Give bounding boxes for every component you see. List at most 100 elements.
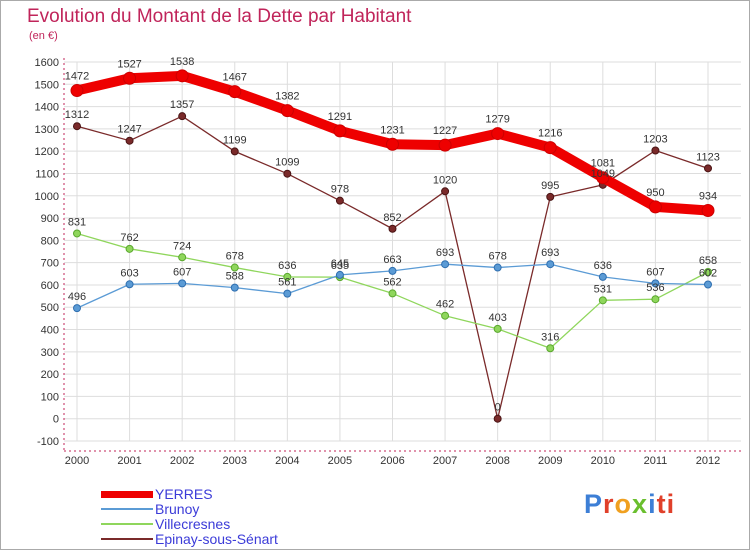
- data-point: [73, 229, 81, 238]
- data-point: [491, 127, 505, 141]
- data-point: [441, 187, 450, 196]
- y-tick-label: 1500: [35, 79, 59, 91]
- data-point: [546, 192, 555, 201]
- data-label: 562: [383, 276, 401, 288]
- logo-letter: i: [648, 489, 657, 519]
- data-label: 636: [594, 260, 612, 272]
- y-tick-label: 200: [41, 369, 59, 381]
- data-point: [493, 263, 502, 272]
- data-label: 636: [278, 260, 296, 272]
- data-label: 1538: [170, 56, 194, 68]
- y-tick-label: 900: [41, 213, 59, 225]
- y-tick-label: 1100: [35, 168, 59, 180]
- data-label: 603: [120, 267, 138, 279]
- legend-label: Epinay-sous-Sénart: [155, 531, 278, 547]
- x-tick-label: 2009: [538, 455, 562, 467]
- data-point: [441, 260, 450, 269]
- y-tick-label: 100: [41, 391, 59, 403]
- data-label: 1312: [65, 109, 89, 121]
- data-labels: 1312 1247 1357 1199 1099 978 852 1020 0 995 1049 12…: [65, 56, 720, 414]
- x-tick-label: 2012: [696, 455, 720, 467]
- data-point: [178, 253, 187, 262]
- data-point: [280, 104, 294, 118]
- data-point: [123, 71, 137, 85]
- data-point: [333, 124, 347, 138]
- data-point: [651, 146, 660, 155]
- data-point: [386, 137, 399, 151]
- y-tick-label: 500: [41, 302, 59, 314]
- x-tick-label: 2007: [433, 455, 457, 467]
- legend-swatch: [101, 523, 153, 525]
- data-point: [651, 279, 660, 288]
- data-point: [335, 196, 344, 205]
- data-label: 1357: [170, 99, 194, 111]
- data-label: 1472: [65, 71, 89, 83]
- data-label: 1216: [538, 128, 562, 140]
- data-label: 762: [120, 232, 138, 244]
- data-point: [230, 147, 239, 156]
- data-point: [651, 295, 660, 304]
- series-lines: [70, 69, 715, 423]
- data-label: 663: [383, 254, 401, 266]
- data-point: [125, 244, 134, 253]
- data-point: [596, 171, 610, 185]
- y-tick-label: 400: [41, 325, 59, 337]
- y-tick-label: -100: [37, 436, 59, 448]
- data-label: 1227: [433, 125, 457, 137]
- data-label: 724: [173, 240, 191, 252]
- data-label: 1231: [380, 124, 404, 136]
- data-label: 645: [331, 258, 349, 270]
- data-label: 531: [594, 283, 612, 295]
- y-tick-label: 800: [41, 235, 59, 247]
- data-label: 316: [541, 331, 559, 343]
- data-point: [388, 266, 397, 275]
- data-point: [230, 283, 239, 292]
- data-label: 496: [68, 291, 86, 303]
- data-label: 1203: [643, 134, 667, 146]
- x-tick-label: 2000: [65, 455, 89, 467]
- data-point: [73, 122, 81, 131]
- data-point: [546, 260, 555, 269]
- data-point: [546, 344, 555, 353]
- data-point: [175, 69, 189, 83]
- data-label: 561: [278, 277, 296, 289]
- data-label: 1199: [223, 134, 247, 146]
- legend-item-epinay: Epinay-sous-Sénart: [101, 531, 341, 547]
- y-tick-label: 1400: [35, 102, 59, 114]
- data-label: 536: [646, 282, 664, 294]
- data-label: 588: [226, 271, 244, 283]
- x-tick-label: 2006: [380, 455, 404, 467]
- data-label: 1382: [275, 91, 299, 103]
- data-label: 403: [488, 312, 506, 324]
- data-point: [228, 85, 242, 99]
- data-point: [283, 289, 292, 298]
- axes: [63, 58, 741, 452]
- data-label: 678: [226, 251, 244, 263]
- data-label: 1123: [696, 151, 720, 163]
- data-point: [438, 138, 452, 152]
- x-tick-label: 2004: [275, 455, 299, 467]
- data-point: [178, 279, 187, 288]
- x-tick-label: 2001: [117, 455, 141, 467]
- legend-label: YERRES: [155, 486, 213, 502]
- data-point: [704, 280, 712, 289]
- data-label: 1099: [275, 157, 299, 169]
- data-point: [70, 84, 84, 98]
- y-tick-label: 0: [53, 414, 59, 426]
- data-point: [493, 414, 502, 423]
- data-label: 1467: [223, 72, 247, 84]
- data-point: [388, 289, 397, 298]
- data-point: [283, 272, 292, 281]
- tick-labels: -100 0 100 200 300 400 500 600 700 800 900 1000 1100…: [35, 57, 721, 467]
- data-point: [335, 270, 344, 279]
- logo-letter: P: [584, 489, 604, 519]
- y-tick-label: 300: [41, 347, 59, 359]
- data-label: 978: [331, 184, 349, 196]
- x-tick-label: 2010: [591, 455, 615, 467]
- logo-letter: o: [614, 489, 633, 519]
- data-point: [178, 112, 187, 121]
- data-label: 607: [173, 266, 191, 278]
- x-tick-label: 2002: [170, 455, 194, 467]
- legend-item-villecresnes: Villecresnes: [101, 516, 341, 532]
